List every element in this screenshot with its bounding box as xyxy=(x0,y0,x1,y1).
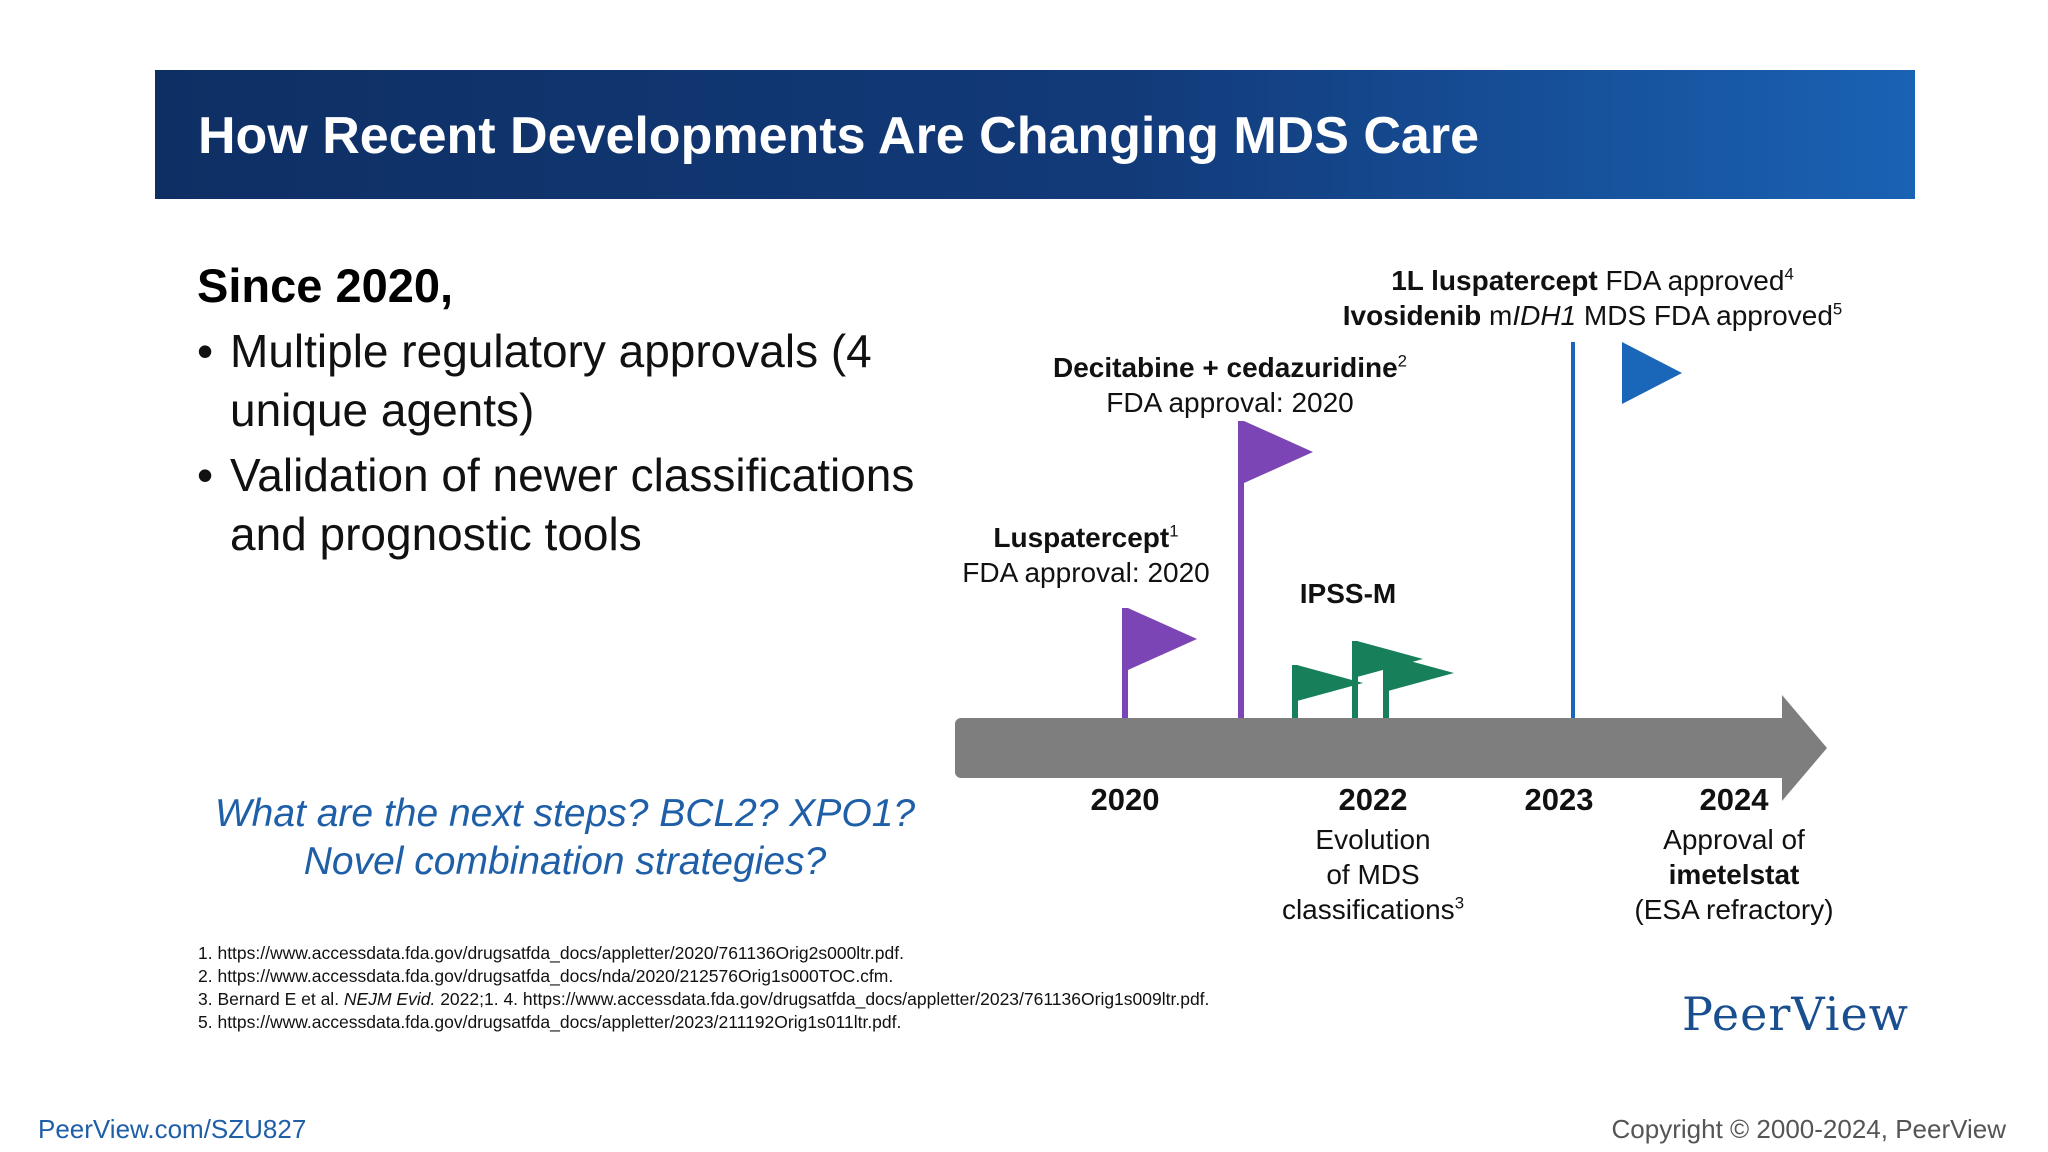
milestone-name: Luspatercept xyxy=(993,522,1170,553)
milestone-decitabine: Decitabine + cedazuridine2 FDA approval:… xyxy=(980,350,1480,420)
ref-marker: 3 xyxy=(1454,893,1465,913)
slide-title: How Recent Developments Are Changing MDS… xyxy=(198,107,1479,165)
year-2022: 2022 xyxy=(1338,782,1408,817)
bullet-dot: • xyxy=(197,325,214,377)
caption-2024: Approval of imetelstat (ESA refractory) xyxy=(1599,822,1869,927)
ref-marker: 2 xyxy=(1397,351,1407,371)
year-2024: 2024 xyxy=(1699,782,1769,817)
timeline: Luspatercept1 FDA approval: 2020 Decitab… xyxy=(940,260,1860,940)
caption-line: (ESA refractory) xyxy=(1634,894,1834,925)
bullet-list: • Multiple regulatory approvals (4 unique… xyxy=(197,322,917,570)
milestone-prefix: m xyxy=(1481,300,1513,331)
ref-marker: 4 xyxy=(1784,264,1794,284)
flag-pole-ipssm xyxy=(1352,641,1358,720)
bullet-item: • Validation of newer classifications and… xyxy=(197,446,917,564)
reference-item: 3. Bernard E et al. NEJM Evid. 2022;1. 4… xyxy=(198,988,1448,1011)
ref-marker: 1 xyxy=(1169,521,1179,541)
flag-pole-ipssm xyxy=(1292,665,1298,720)
blue-flag-icon xyxy=(1622,342,1682,404)
milestone-detail: FDA approval: 2020 xyxy=(1106,387,1354,418)
gene-name: IDH1 xyxy=(1512,300,1577,331)
reference-text: 3. Bernard E et al. xyxy=(198,989,344,1009)
year-2020: 2020 xyxy=(1090,782,1160,817)
caption-drug: imetelstat xyxy=(1668,859,1800,890)
question-line: What are the next steps? BCL2? XPO1? xyxy=(214,792,916,835)
milestone-name: IPSS-M xyxy=(1299,578,1397,609)
caption-line: Evolution xyxy=(1315,824,1431,855)
reference-item: 5. https://www.accessdata.fda.gov/drugsa… xyxy=(198,1012,902,1032)
flag-pole-luspatercept xyxy=(1122,608,1128,720)
caption-2022: Evolution of MDS classifications3 xyxy=(1253,822,1493,927)
caption-line: Approval of xyxy=(1663,824,1805,855)
title-banner: How Recent Developments Are Changing MDS… xyxy=(155,70,1915,199)
peerview-logo: PeerView xyxy=(1682,987,1910,1041)
milestone-name: 1L luspatercept xyxy=(1391,265,1598,296)
marker-line-2023 xyxy=(1571,342,1575,720)
milestone-detail: FDA approved xyxy=(1605,265,1785,296)
next-steps-question: What are the next steps? BCL2? XPO1? Nov… xyxy=(200,790,930,886)
timeline-arrow-icon xyxy=(1782,695,1827,801)
bullet-text: Validation of newer classifications and … xyxy=(230,449,915,560)
flag-pole-decitabine xyxy=(1238,421,1244,720)
reference-text: 2022;1. 4. https://www.accessdata.fda.go… xyxy=(435,989,1210,1009)
ref-marker: 5 xyxy=(1832,299,1843,319)
bullet-dot: • xyxy=(197,449,214,501)
milestone-ipssm: IPSS-M xyxy=(1268,576,1428,611)
copyright-text: Copyright © 2000-2024, PeerView xyxy=(1611,1114,2006,1144)
bullet-item: • Multiple regulatory approvals (4 unique… xyxy=(197,322,917,440)
green-flag-icon xyxy=(1388,655,1454,691)
purple-flag-icon xyxy=(1244,421,1313,483)
footer-link[interactable]: PeerView.com/SZU827 xyxy=(38,1114,307,1144)
flag-pole-ipssm xyxy=(1383,655,1389,720)
milestone-2023-approvals: 1L luspatercept FDA approved4 Ivosidenib… xyxy=(1320,263,1865,333)
caption-line: classifications xyxy=(1281,894,1455,925)
reference-item: 2. https://www.accessdata.fda.gov/drugsa… xyxy=(198,966,894,986)
milestone-detail: FDA approval: 2020 xyxy=(962,557,1210,588)
milestone-name: Decitabine + cedazuridine xyxy=(1052,352,1398,383)
caption-line: of MDS xyxy=(1326,859,1420,890)
reference-item: 1. https://www.accessdata.fda.gov/drugsa… xyxy=(198,943,904,963)
question-line: Novel combination strategies? xyxy=(303,840,827,883)
journal-name: NEJM Evid. xyxy=(343,989,436,1009)
year-2023: 2023 xyxy=(1524,782,1594,817)
milestone-detail: MDS FDA approved xyxy=(1576,300,1833,331)
milestone-name: Ivosidenib xyxy=(1342,300,1482,331)
bullet-text: Multiple regulatory approvals (4 unique … xyxy=(230,325,872,436)
milestone-luspatercept: Luspatercept1 FDA approval: 2020 xyxy=(941,520,1231,590)
references: 1. https://www.accessdata.fda.gov/drugsa… xyxy=(198,942,1448,1034)
purple-flag-icon xyxy=(1128,608,1197,670)
intro-heading: Since 2020, xyxy=(197,259,454,312)
timeline-bar xyxy=(955,718,1785,778)
